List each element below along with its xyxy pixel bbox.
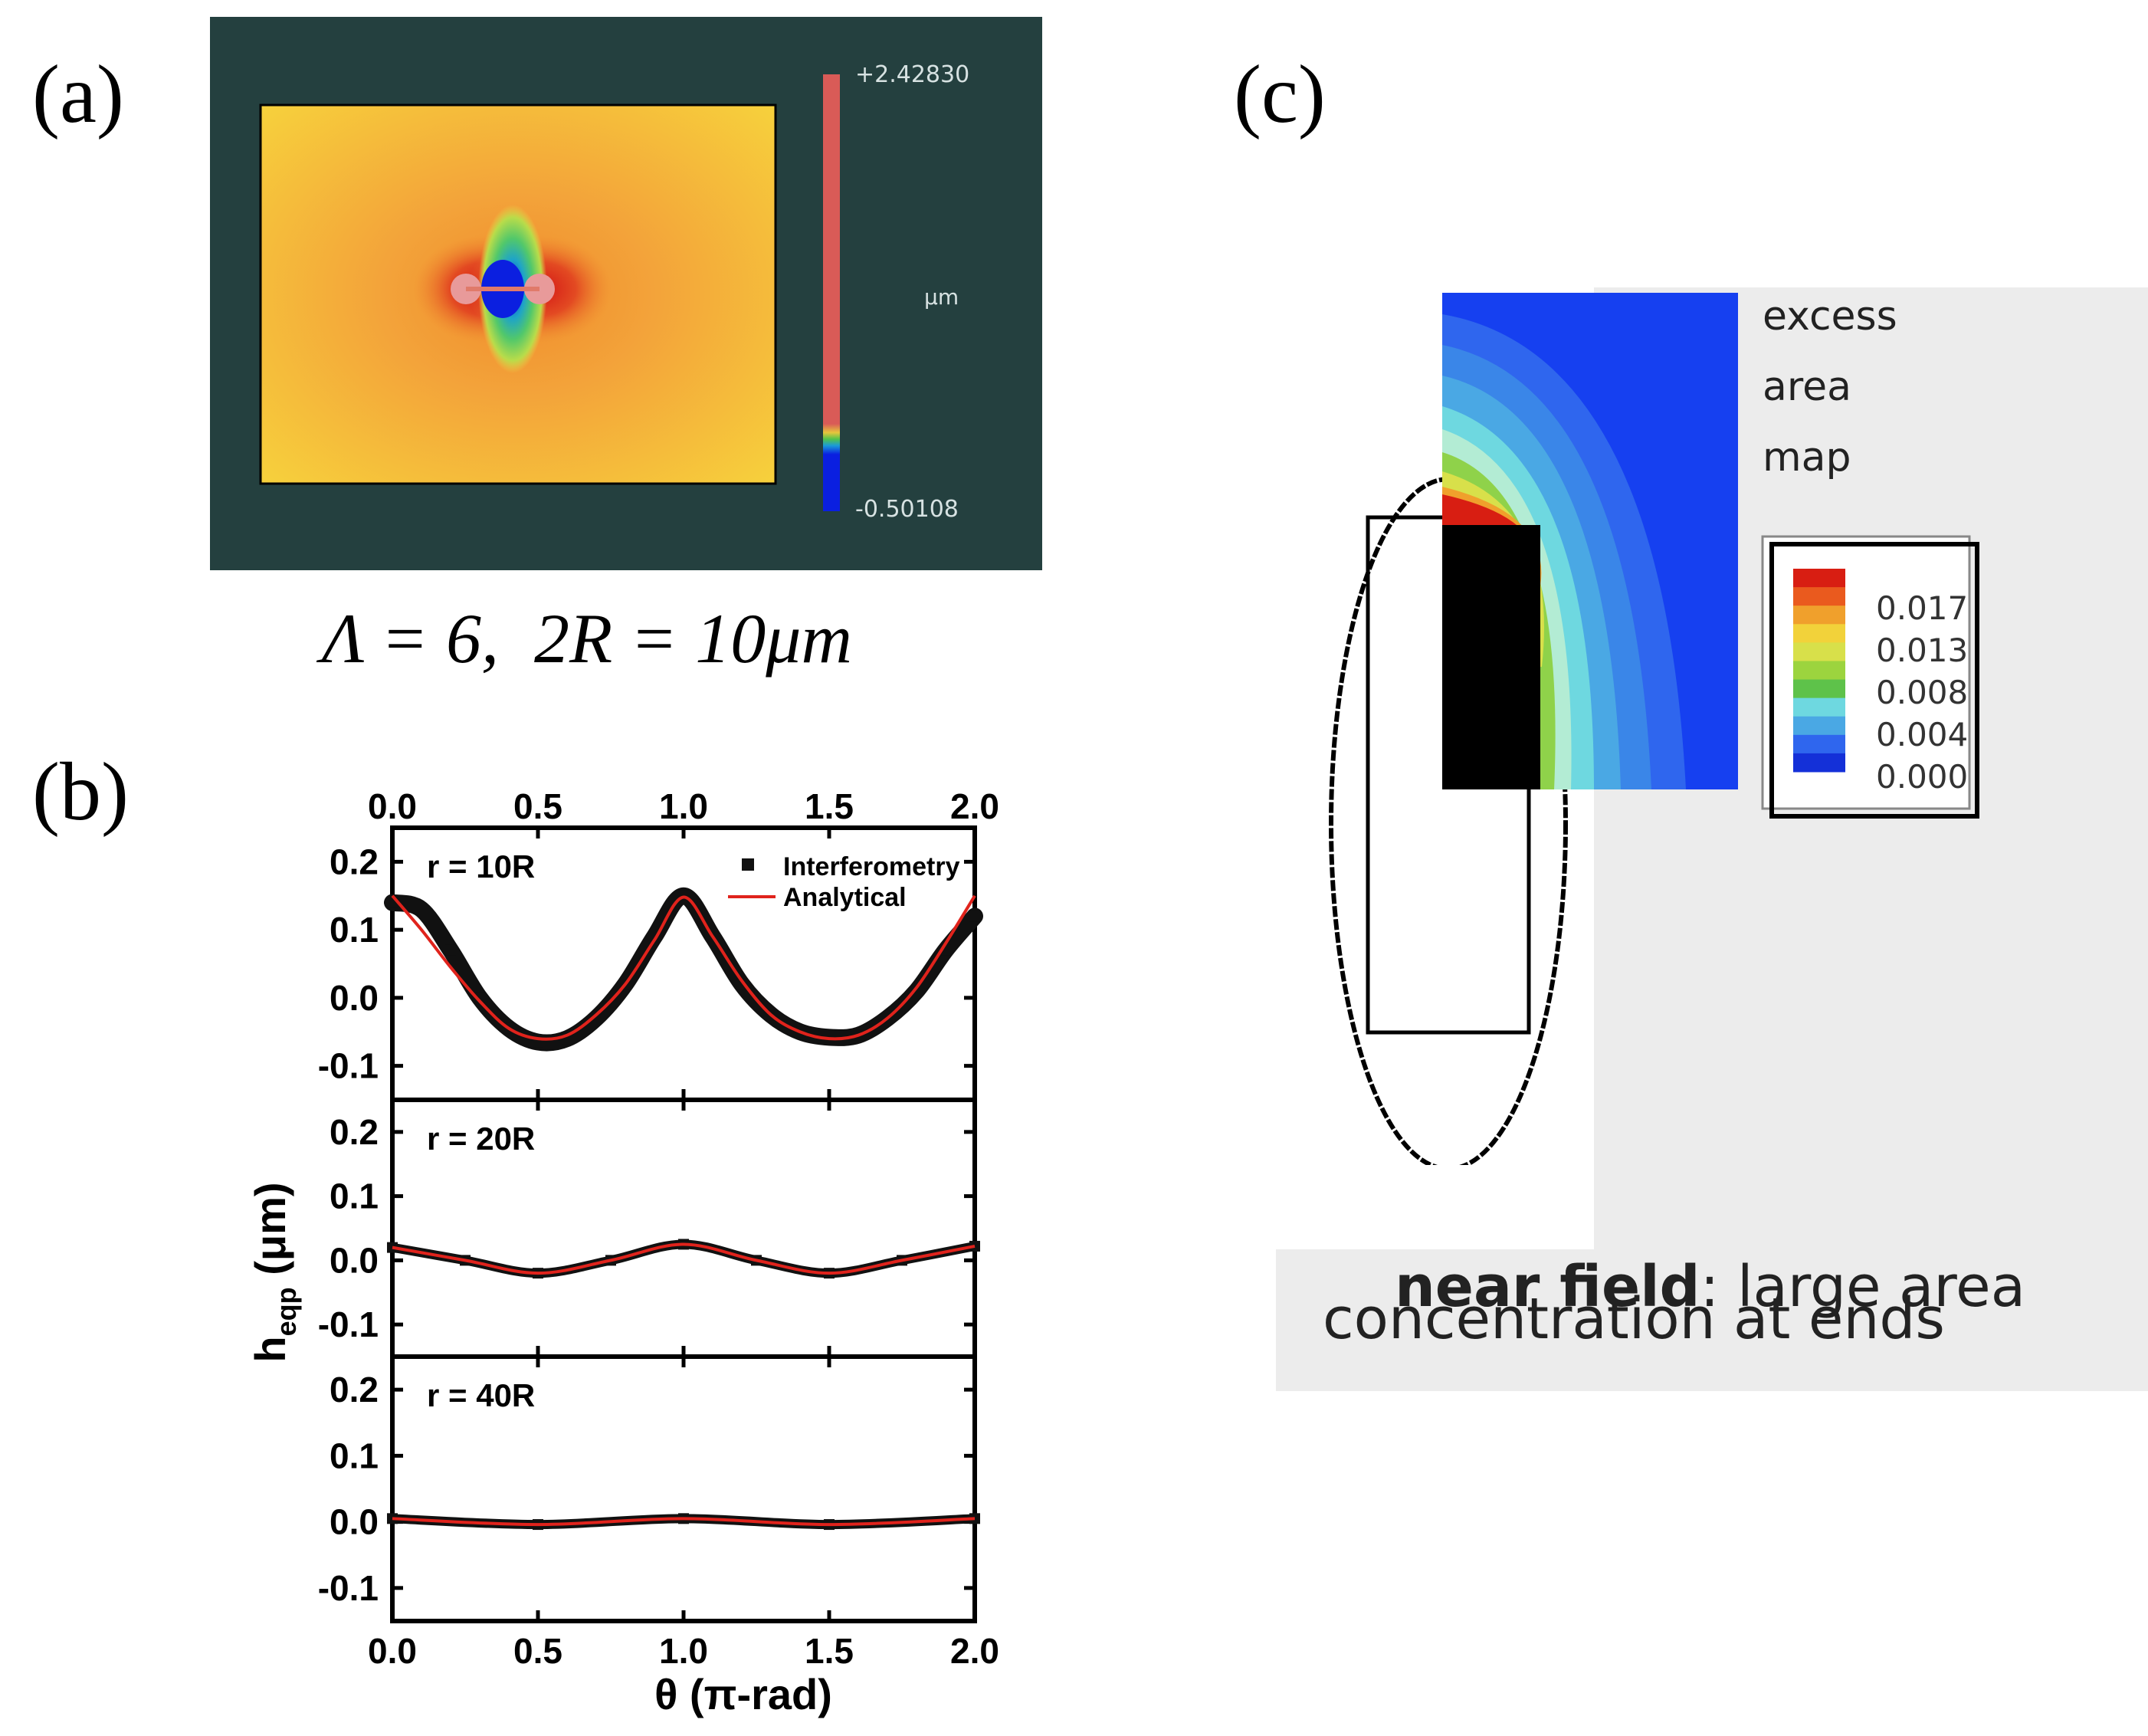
interferometry-point [445,944,456,956]
subplot-frame [390,825,977,1102]
subplot-title: r = 20R [427,1121,535,1157]
inclusion-rod [466,287,539,291]
subplot-2: 0.2 0.1 0.0 -0.1 r = 20R [318,1098,980,1359]
y-axis-label-sub: eqp [271,1287,302,1336]
x-axis-label: θ (π-rad) [654,1670,832,1718]
interferometry-point [969,1240,980,1252]
y-tick-label: 0.2 [330,1112,379,1152]
legend-label-interferometry: Interferometry [783,852,960,881]
colorbar [823,74,840,511]
panel-b-chart: 0.0 0.5 1.0 1.5 2.0 0.20.10.0-0.1r = 10R0.20… [246,789,999,1718]
legend-label-analytical: Analytical [783,883,907,912]
subplot-title: r = 10R [427,848,535,884]
legend-value: 0.017 [1876,589,1968,627]
y-tick-label: 0.1 [330,910,379,950]
legend-value: 0.000 [1876,758,1968,796]
interferometry-point [416,904,427,915]
legend-swatch [1793,734,1845,754]
y-tick-label: -0.1 [318,1304,379,1344]
legend-swatch [1793,697,1845,717]
subplot-3: 0.2 0.1 0.0 -0.1 r = 40R [318,1354,980,1623]
subplot-title: r = 40R [427,1377,535,1413]
map-title-line1: excess [1763,294,1897,340]
colorbar-max: +2.42830 [855,61,969,88]
x-tick-label-bottom: 0.0 [368,1631,417,1671]
plot-stack: 0.2 0.1 0.0 -0.1 r = 10R 0.2 0.1 0.0 -0.1 r = 20R… [318,825,983,1623]
legend-swatch [1793,587,1845,606]
legend-swatch [1793,679,1845,699]
x-tick-label-bottom: 1.0 [659,1631,708,1671]
subplot-frame [390,1098,977,1359]
panel-a-simulation: +2.42830 μm -0.50108 [210,17,1042,570]
legend-swatch [1793,569,1845,588]
y-tick-label: -0.1 [318,1568,379,1608]
legend-value: 0.008 [1876,674,1968,711]
subplot-1: 0.2 0.1 0.0 -0.1 r = 10R [318,825,983,1102]
colorbar-unit: μm [924,284,959,310]
x-tick-label-top: 0.0 [368,789,417,826]
legend-swatch [1793,642,1845,661]
panel-label-c: (c) [1234,49,1326,140]
legend-swatch [1793,716,1845,736]
colorbar-min: -0.50108 [855,496,959,523]
y-axis-label: heqp (μm) [246,1182,302,1362]
panel-c-map: 0.017 0.013 0.008 0.004 0.000 excess area ma… [1329,293,1979,1165]
interferometry-point [911,986,922,996]
subplot-frame [390,1354,977,1623]
x-tick-label-top: 1.5 [805,789,854,826]
x-tick-label-top: 2.0 [950,789,999,826]
panel-label-b: (b) [32,747,129,838]
x-tick-label-bottom: 0.5 [513,1631,562,1671]
panel-c-caption-line2: concentration at ends [1323,1286,1945,1352]
bottom-x-ticks: 0.0 0.5 1.0 1.5 2.0 [368,1631,999,1671]
legend-value: 0.013 [1876,632,1968,669]
panel-c-caption: near field: large area [1323,1194,2025,1381]
series-analytical [392,1242,976,1275]
color-legend: 0.017 0.013 0.008 0.004 0.000 [1793,569,1968,796]
inclusion-block [1442,525,1540,789]
caption-rest: : large area [1700,1254,2026,1321]
y-tick-label: 0.2 [330,1370,379,1409]
x-tick-label-bottom: 2.0 [950,1631,999,1671]
panel-c-caption-bg [1276,1249,2148,1391]
legend-marker-interferometry [742,858,754,871]
series-analytical [392,1517,976,1527]
legend-box [1769,542,1979,819]
y-tick-label: 0.0 [330,1240,379,1280]
map-title-line2: area [1763,364,1851,410]
y-tick-label: 0.0 [330,1502,379,1542]
legend-swatch [1793,605,1845,625]
panel-label-a: (a) [32,49,124,140]
y-tick-label: 0.2 [330,842,379,881]
map-title-line3: map [1763,435,1851,481]
y-tick-label: 0.0 [330,978,379,1018]
x-tick-label-top: 0.5 [513,789,562,826]
y-tick-label: -0.1 [318,1046,379,1086]
caption-bold: near field [1395,1254,1700,1321]
legend-swatch [1793,624,1845,643]
y-tick-label: 0.1 [330,1436,379,1475]
x-tick-label-bottom: 1.5 [805,1631,854,1671]
series-analytical [391,894,976,1041]
legend-value: 0.004 [1876,716,1968,753]
panel-a-caption: Λ = 6, 2R = 10μm [322,599,852,678]
y-tick-label: 0.1 [330,1176,379,1216]
legend-swatch [1793,753,1845,773]
legend-swatch [1793,661,1845,681]
x-tick-label-top: 1.0 [659,789,708,826]
interferometry-point [969,911,980,922]
y-axis-label-unit: (μm) [246,1182,294,1287]
y-axis-label-main: h [246,1336,294,1362]
top-x-ticks: 0.0 0.5 1.0 1.5 2.0 [368,789,999,826]
